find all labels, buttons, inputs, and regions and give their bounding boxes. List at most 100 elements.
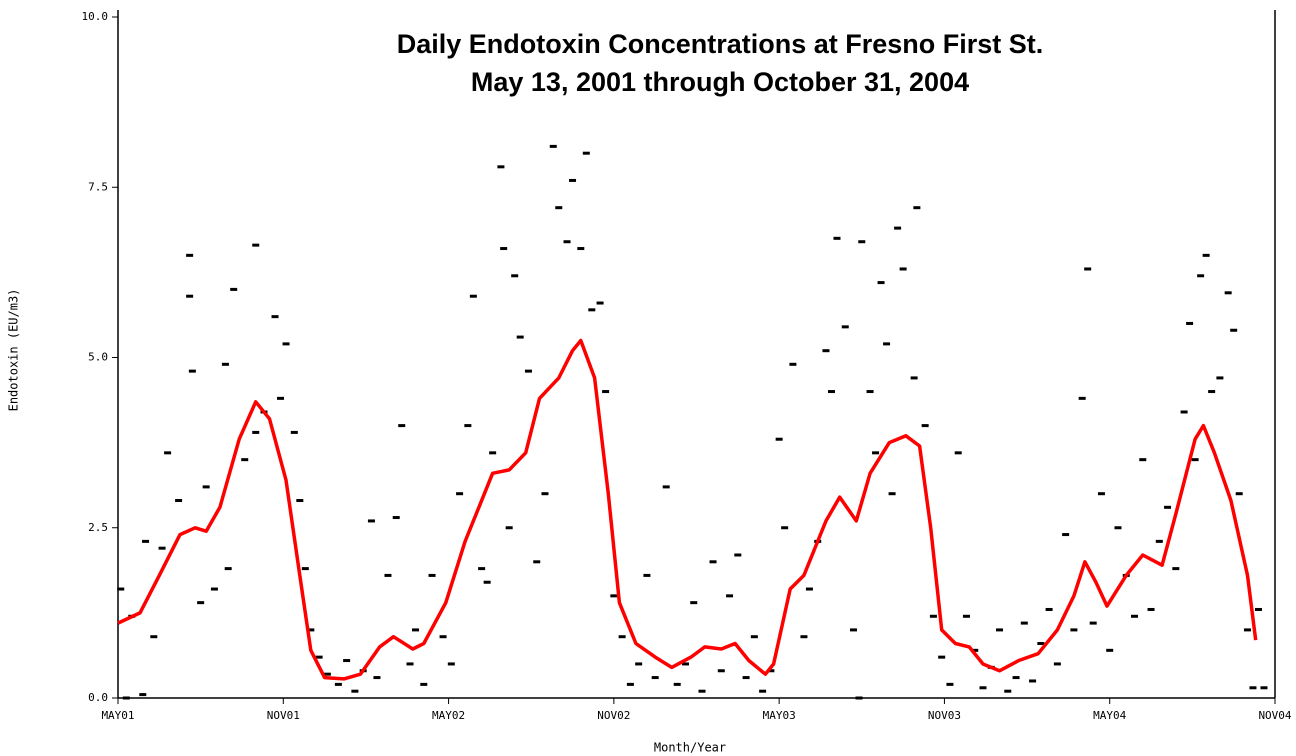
data-point (602, 390, 610, 394)
data-point (734, 553, 742, 557)
data-point (500, 247, 508, 251)
data-point (188, 369, 196, 373)
data-point (323, 672, 331, 676)
data-point (210, 587, 218, 591)
data-point (717, 669, 725, 673)
data-point (117, 587, 125, 591)
data-point (478, 567, 486, 571)
data-point (428, 573, 436, 577)
data-point (1089, 621, 1097, 625)
data-point (1131, 614, 1139, 618)
data-point (158, 546, 166, 550)
data-point (541, 492, 549, 496)
data-point (913, 206, 921, 210)
x-tick-label: MAY01 (101, 709, 134, 722)
data-point (1197, 274, 1205, 278)
data-point (681, 662, 689, 666)
data-point (252, 243, 260, 247)
data-point (827, 390, 835, 394)
x-tick-label: MAY04 (1093, 709, 1126, 722)
data-point (252, 430, 260, 434)
data-point (1106, 648, 1114, 652)
data-point (1186, 321, 1194, 325)
data-point (1202, 253, 1210, 257)
data-point (805, 587, 813, 591)
data-point (307, 628, 315, 632)
data-point (690, 601, 698, 605)
data-point (1208, 390, 1216, 394)
data-point (164, 451, 172, 455)
data-point (186, 294, 194, 298)
y-tick-label: 0.0 (88, 691, 108, 704)
data-point (1172, 567, 1180, 571)
data-point (420, 682, 428, 686)
data-point (858, 240, 866, 244)
data-point (224, 567, 232, 571)
data-point (954, 451, 962, 455)
data-point (759, 689, 767, 693)
smooth-line (117, 338, 1258, 681)
data-point (230, 287, 238, 291)
x-tick-label: MAY02 (432, 709, 465, 722)
data-point (800, 635, 808, 639)
data-point (1216, 376, 1224, 380)
data-point (464, 424, 472, 428)
data-point (351, 689, 359, 693)
data-point (588, 308, 596, 312)
y-tick-label: 2.5 (88, 521, 108, 534)
data-point (456, 492, 464, 496)
data-point (1230, 328, 1238, 332)
data-point (122, 696, 130, 700)
data-point (979, 686, 987, 690)
data-point (726, 594, 734, 598)
data-point (1084, 267, 1092, 271)
data-point (662, 485, 670, 489)
data-point (698, 689, 706, 693)
data-point (1164, 505, 1172, 509)
data-point (899, 267, 907, 271)
y-axis-label: Endotoxin (EU/m3) (7, 289, 21, 412)
data-point (1062, 533, 1070, 537)
data-point (1254, 607, 1262, 611)
data-point (334, 682, 342, 686)
data-point (850, 628, 858, 632)
data-point (277, 396, 285, 400)
data-point (1012, 676, 1020, 680)
data-point (373, 676, 381, 680)
data-point (1053, 662, 1061, 666)
data-point (651, 676, 659, 680)
data-point (767, 669, 775, 673)
data-point (946, 682, 954, 686)
data-point (855, 696, 863, 700)
data-point (150, 635, 158, 639)
data-point (489, 451, 497, 455)
data-point (610, 594, 618, 598)
data-point (343, 659, 351, 663)
x-tick-label: NOV01 (267, 709, 300, 722)
data-point (139, 693, 147, 697)
data-point (971, 648, 979, 652)
data-point (938, 655, 946, 659)
data-point (142, 539, 150, 543)
data-point (883, 342, 891, 346)
data-point (1037, 642, 1045, 646)
data-point (996, 628, 1004, 632)
data-point (439, 635, 447, 639)
data-point (789, 362, 797, 366)
data-point (296, 499, 304, 503)
data-point (301, 567, 309, 571)
data-point (910, 376, 918, 380)
x-tick-label: NOV04 (1258, 709, 1291, 722)
data-point (742, 676, 750, 680)
data-point (1020, 621, 1028, 625)
data-point (505, 526, 513, 530)
data-point (577, 247, 585, 251)
x-tick-label: NOV03 (928, 709, 961, 722)
data-point (447, 662, 455, 666)
data-point (833, 236, 841, 240)
y-tick-label: 5.0 (88, 351, 108, 364)
data-point (186, 253, 194, 257)
y-tick-label: 10.0 (82, 10, 109, 23)
